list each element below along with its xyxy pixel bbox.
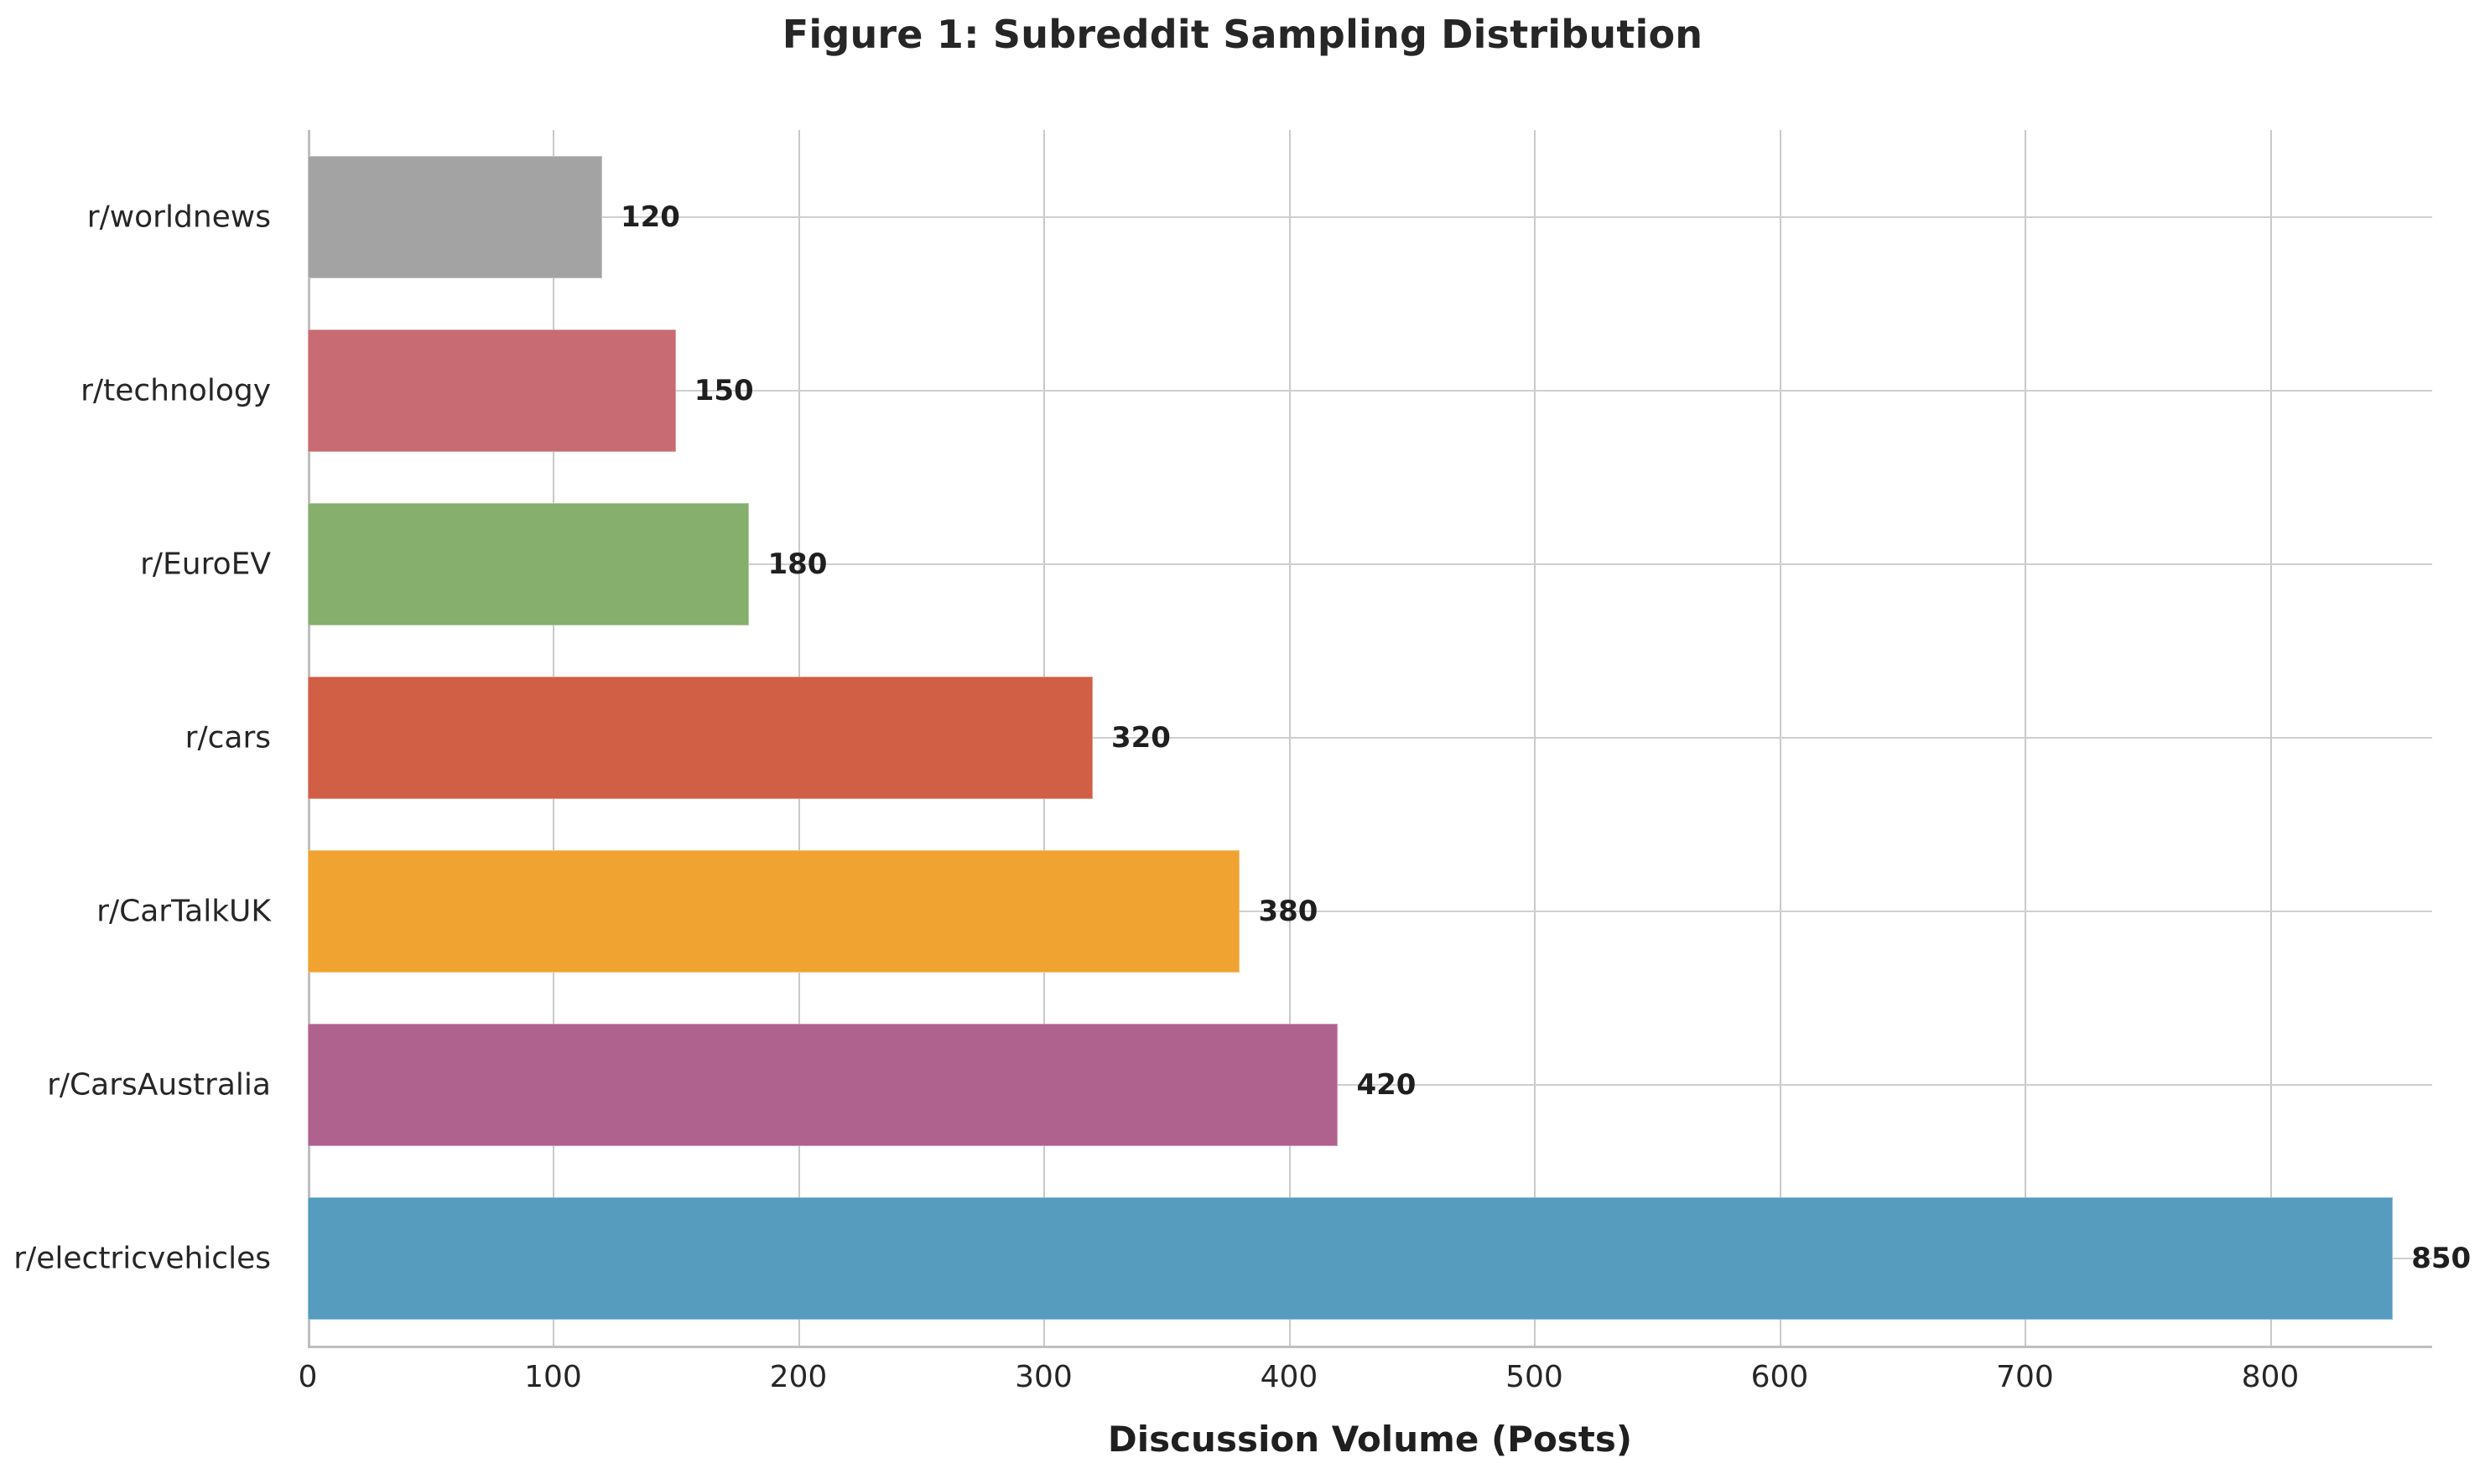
bar-row: 850 [308, 1197, 2471, 1321]
x-tick-label-200: 200 [769, 1360, 828, 1394]
bar-value-label: 850 [2411, 1242, 2472, 1276]
x-tick-label-700: 700 [1996, 1360, 2054, 1394]
y-tick-label-r-CarsAustralia: r/CarsAustralia [47, 1067, 271, 1103]
bar-value-label: 320 [1110, 721, 1171, 755]
x-axis-spine [308, 1346, 2432, 1348]
bar-row: 320 [308, 677, 2432, 799]
x-tick-label-500: 500 [1505, 1360, 1563, 1394]
y-tick-label-r-electricvehicles: r/electricvehicles [13, 1241, 271, 1276]
x-tick-label-0: 0 [298, 1360, 318, 1394]
bar-r-CarTalkUK[interactable] [308, 850, 1240, 973]
y-axis-tick-labels: r/worldnews r/technology r/EuroEV r/cars r/C… [0, 130, 289, 1346]
x-tick-label-600: 600 [1750, 1360, 1809, 1394]
bar-r-worldnews[interactable] [308, 155, 602, 278]
bar-value-label: 120 [620, 200, 680, 234]
x-tick-label-800: 800 [2241, 1360, 2300, 1394]
y-tick-label-r-cars: r/cars [185, 720, 271, 755]
bar-row: 180 [308, 502, 2432, 625]
y-tick-label-r-worldnews: r/worldnews [86, 200, 271, 235]
gridline-y-1 [308, 389, 2432, 392]
gridline-y-2 [308, 563, 2432, 565]
gridline-y-4 [308, 911, 2432, 913]
chart-title: Figure 1: Subreddit Sampling Distributio… [782, 12, 1703, 57]
x-tick-label-300: 300 [1015, 1360, 1073, 1394]
bar-r-CarsAustralia[interactable] [308, 1024, 1339, 1147]
x-tick-label-100: 100 [524, 1360, 582, 1394]
bar-r-electricvehicles[interactable] [308, 1197, 2394, 1321]
x-tick-label-400: 400 [1260, 1360, 1318, 1394]
x-axis-title: Discussion Volume (Posts) [1107, 1419, 1633, 1460]
plot-area: 120 150 180 320 380 420 850 [308, 130, 2471, 1346]
bar-row: 120 [308, 155, 2432, 278]
bar-r-technology[interactable] [308, 329, 676, 452]
bar-value-label: 420 [1356, 1068, 1417, 1103]
y-tick-label-r-CarTalkUK: r/CarTalkUK [96, 894, 271, 929]
gridline-y-3 [308, 737, 2432, 739]
bar-value-label: 180 [767, 547, 828, 581]
gridline-y-0 [308, 215, 2432, 218]
y-tick-label-r-technology: r/technology [81, 373, 271, 408]
bar-value-label: 150 [694, 373, 754, 407]
bar-row: 380 [308, 850, 2432, 973]
bar-r-cars[interactable] [308, 677, 1093, 799]
bar-r-EuroEV[interactable] [308, 502, 750, 625]
y-tick-label-r-EuroEV: r/EuroEV [140, 547, 271, 582]
x-axis-tick-labels: 0 100 200 300 400 500 600 700 800 [299, 1360, 2432, 1410]
bar-row: 420 [308, 1024, 2432, 1147]
bar-row: 150 [308, 329, 2432, 452]
gridline-y-5 [308, 1084, 2432, 1087]
bar-value-label: 380 [1258, 895, 1318, 929]
